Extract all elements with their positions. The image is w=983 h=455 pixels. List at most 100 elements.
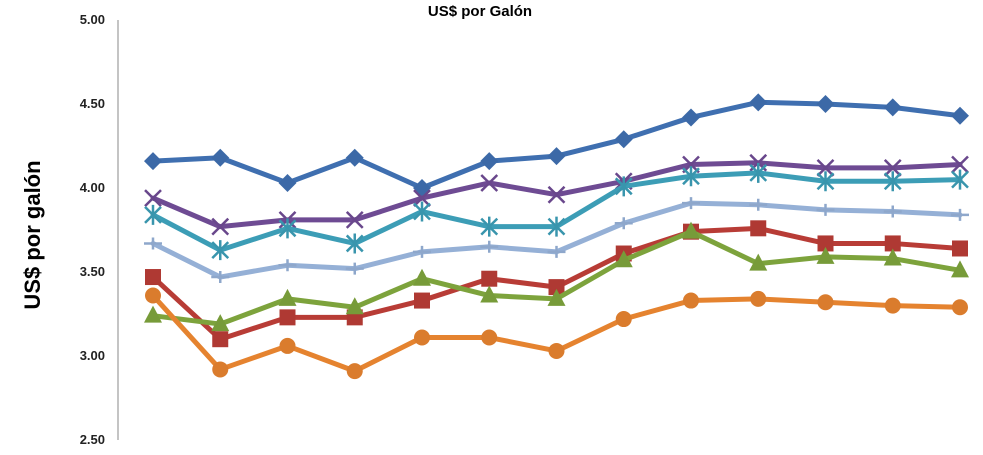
data-point-x-marker [345,211,364,229]
data-point-diamond-marker [547,147,566,166]
data-point-circle-marker [481,329,498,346]
data-point-circle-marker [683,292,699,309]
series-line [150,293,963,374]
data-point-x-marker [413,189,431,207]
data-point-star-marker [951,169,969,190]
data-point-diamond-marker [682,108,700,127]
data-point-diamond-marker [951,106,969,125]
data-point-triangle-marker [144,305,162,323]
y-tick-label: 4.00 [80,180,105,195]
data-point-circle-marker [817,294,834,311]
data-point-diamond-marker [345,148,364,167]
data-point-star-marker [816,171,835,192]
data-point-plus-marker [614,217,633,230]
data-point-circle-marker [952,299,968,316]
data-point-star-marker [278,218,297,239]
series-line [150,99,963,191]
data-point-plus-marker [682,197,700,210]
y-tick-label: 5.00 [80,12,105,27]
data-point-diamond-marker [883,98,902,117]
y-tick-label: 3.50 [80,264,105,279]
data-point-plus-marker [883,205,902,218]
data-point-circle-marker [548,342,565,359]
data-point-diamond-marker [614,130,633,149]
series-6 [144,221,969,332]
data-point-star-marker [682,166,700,187]
data-point-square-marker [212,331,229,348]
data-point-star-marker [547,216,566,237]
data-point-plus-marker [749,198,768,211]
series-5 [145,220,968,348]
data-point-x-marker [144,189,162,207]
data-point-star-marker [883,171,902,192]
data-point-square-marker [548,279,565,296]
data-point-square-marker [884,235,901,252]
data-point-circle-marker [750,290,767,307]
data-point-x-marker [480,174,499,192]
data-point-square-marker [145,269,161,286]
y-tick-label: 2.50 [80,432,105,447]
data-point-circle-marker [414,329,430,346]
data-point-circle-marker [279,337,296,354]
data-point-diamond-marker [278,173,297,192]
data-point-circle-marker [145,287,161,304]
data-point-x-marker [883,158,902,177]
series-layer [144,93,969,380]
data-point-star-marker [345,233,364,254]
data-point-plus-marker [413,245,431,258]
data-point-x-marker [951,155,969,174]
data-point-square-marker [279,309,296,326]
data-point-triangle-marker [951,260,969,278]
data-point-triangle-marker [413,268,431,286]
data-point-triangle-marker [682,221,700,239]
data-point-star-marker [749,162,768,183]
data-point-triangle-marker [883,248,902,266]
data-point-diamond-marker [211,148,230,167]
data-point-diamond-marker [816,95,835,113]
y-tick-label: 4.50 [80,96,105,111]
series-7 [145,287,968,380]
data-point-circle-marker [884,297,901,314]
data-point-star-marker [413,201,431,222]
data-point-star-marker [211,240,230,261]
data-point-square-marker [481,270,498,287]
data-point-diamond-marker [144,152,162,171]
data-point-diamond-marker [480,152,499,171]
y-tick-label: 3.00 [80,348,105,363]
y-tick-labels: 5.00 4.50 4.00 3.50 3.00 2.50 [80,12,105,447]
data-point-plus-marker [816,203,835,216]
data-point-plus-marker [144,237,162,250]
data-point-x-marker [211,217,230,236]
data-point-plus-marker [547,245,566,258]
chart-title: US$ por Galón [428,3,532,20]
data-point-triangle-marker [614,250,633,268]
data-point-circle-marker [615,311,632,328]
data-point-triangle-marker [816,246,835,264]
data-point-plus-marker [951,208,969,221]
data-point-triangle-marker [749,253,768,271]
data-point-square-marker [817,235,834,252]
data-point-square-marker [750,220,767,237]
series-1 [144,93,969,197]
data-point-circle-marker [212,361,229,378]
data-point-plus-marker [211,271,230,284]
data-point-diamond-marker [749,93,768,112]
data-point-triangle-marker [345,297,364,315]
data-point-triangle-marker [278,288,297,306]
data-point-circle-marker [346,363,363,380]
data-point-triangle-marker [480,285,499,303]
series-line [150,200,963,280]
series-4 [144,197,969,284]
data-point-star-marker [144,204,162,225]
data-point-star-marker [614,176,633,197]
data-point-plus-marker [345,262,364,275]
data-point-triangle-marker [547,288,566,306]
data-point-star-marker [480,216,499,237]
series-3 [144,162,969,261]
data-point-plus-marker [480,240,499,253]
data-point-square-marker [414,292,430,309]
data-point-x-marker [816,158,835,177]
data-point-x-marker [547,185,566,204]
data-point-plus-marker [278,259,297,272]
